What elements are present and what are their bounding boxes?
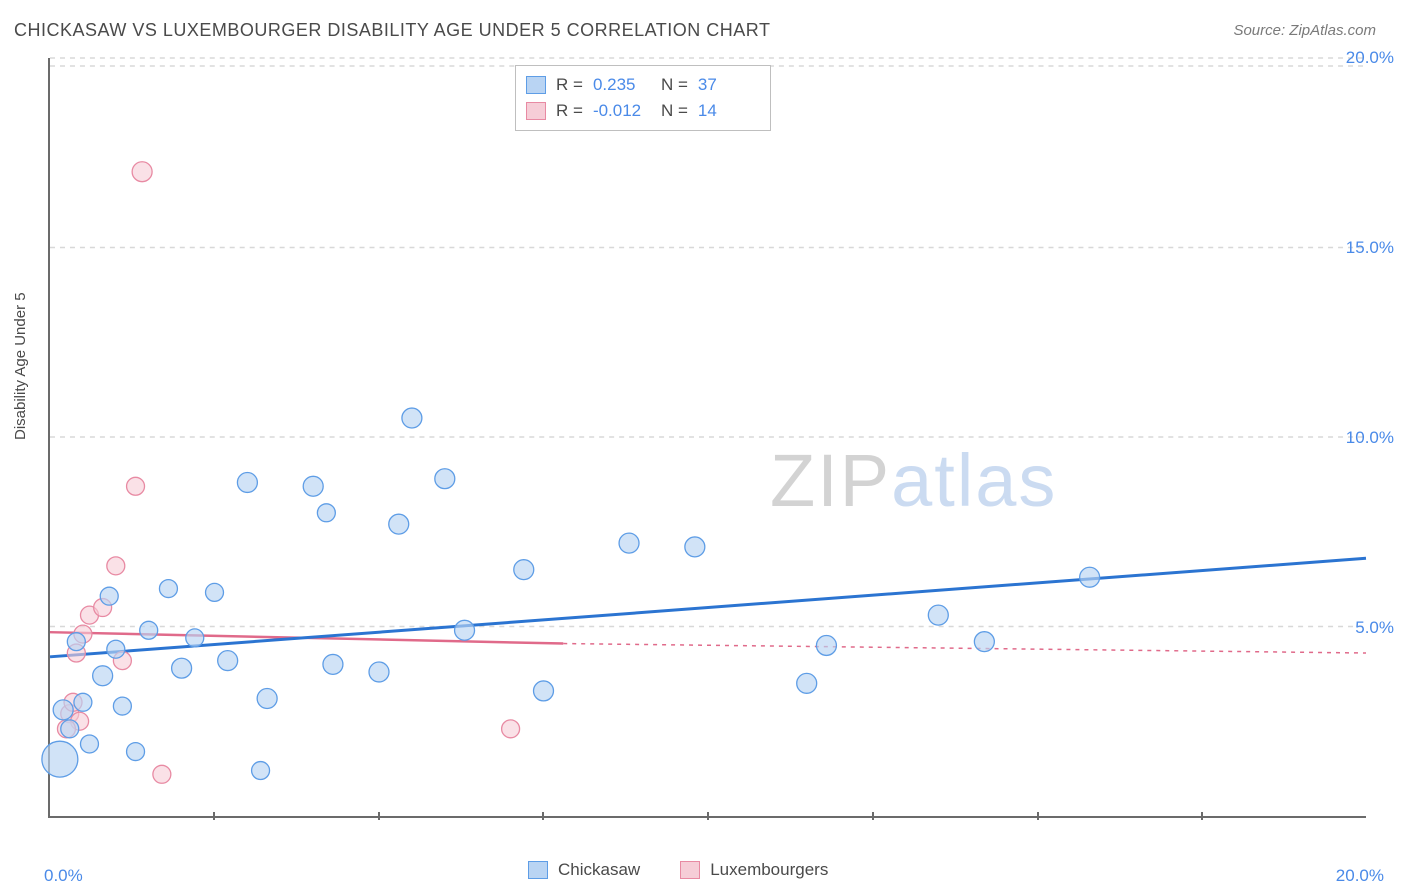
luxembourgers-legend-swatch-icon	[680, 861, 700, 879]
chickasaw-r-value: 0.235	[593, 72, 651, 98]
y-tick-label: 10.0%	[1346, 428, 1394, 448]
x-axis-min-label: 0.0%	[44, 866, 83, 886]
x-tick-mark	[1037, 812, 1039, 820]
luxembourgers-n-value: 14	[698, 98, 756, 124]
y-tick-label: 5.0%	[1355, 618, 1394, 638]
x-tick-mark	[872, 812, 874, 820]
x-axis-max-label: 20.0%	[1336, 866, 1384, 886]
series-legend: Chickasaw Luxembourgers	[528, 860, 828, 880]
chickasaw-swatch-icon	[526, 76, 546, 94]
luxembourgers-swatch-icon	[526, 102, 546, 120]
chickasaw-n-value: 37	[698, 72, 756, 98]
y-tick-label: 20.0%	[1346, 48, 1394, 68]
x-tick-mark	[378, 812, 380, 820]
legend-item-chickasaw: Chickasaw	[528, 860, 640, 880]
y-axis-label: Disability Age Under 5	[12, 292, 29, 440]
legend-label-chickasaw: Chickasaw	[558, 860, 640, 880]
x-tick-mark	[542, 812, 544, 820]
y-tick-label: 15.0%	[1346, 238, 1394, 258]
x-tick-mark	[707, 812, 709, 820]
luxembourgers-r-value: -0.012	[593, 98, 651, 124]
x-tick-mark	[1201, 812, 1203, 820]
stats-row-chickasaw: R = 0.235 N = 37	[526, 72, 756, 98]
stats-legend-box: R = 0.235 N = 37 R = -0.012 N = 14	[515, 65, 771, 131]
legend-label-luxembourgers: Luxembourgers	[710, 860, 828, 880]
stats-row-luxembourgers: R = -0.012 N = 14	[526, 98, 756, 124]
chart-container: CHICKASAW VS LUXEMBOURGER DISABILITY AGE…	[0, 0, 1406, 892]
legend-item-luxembourgers: Luxembourgers	[680, 860, 828, 880]
chart-svg	[50, 58, 1366, 816]
chickasaw-legend-swatch-icon	[528, 861, 548, 879]
chart-title: CHICKASAW VS LUXEMBOURGER DISABILITY AGE…	[14, 20, 770, 41]
plot-area: R = 0.235 N = 37 R = -0.012 N = 14 ZIPat…	[48, 58, 1366, 818]
x-tick-mark	[213, 812, 215, 820]
source-attribution: Source: ZipAtlas.com	[1233, 22, 1376, 39]
